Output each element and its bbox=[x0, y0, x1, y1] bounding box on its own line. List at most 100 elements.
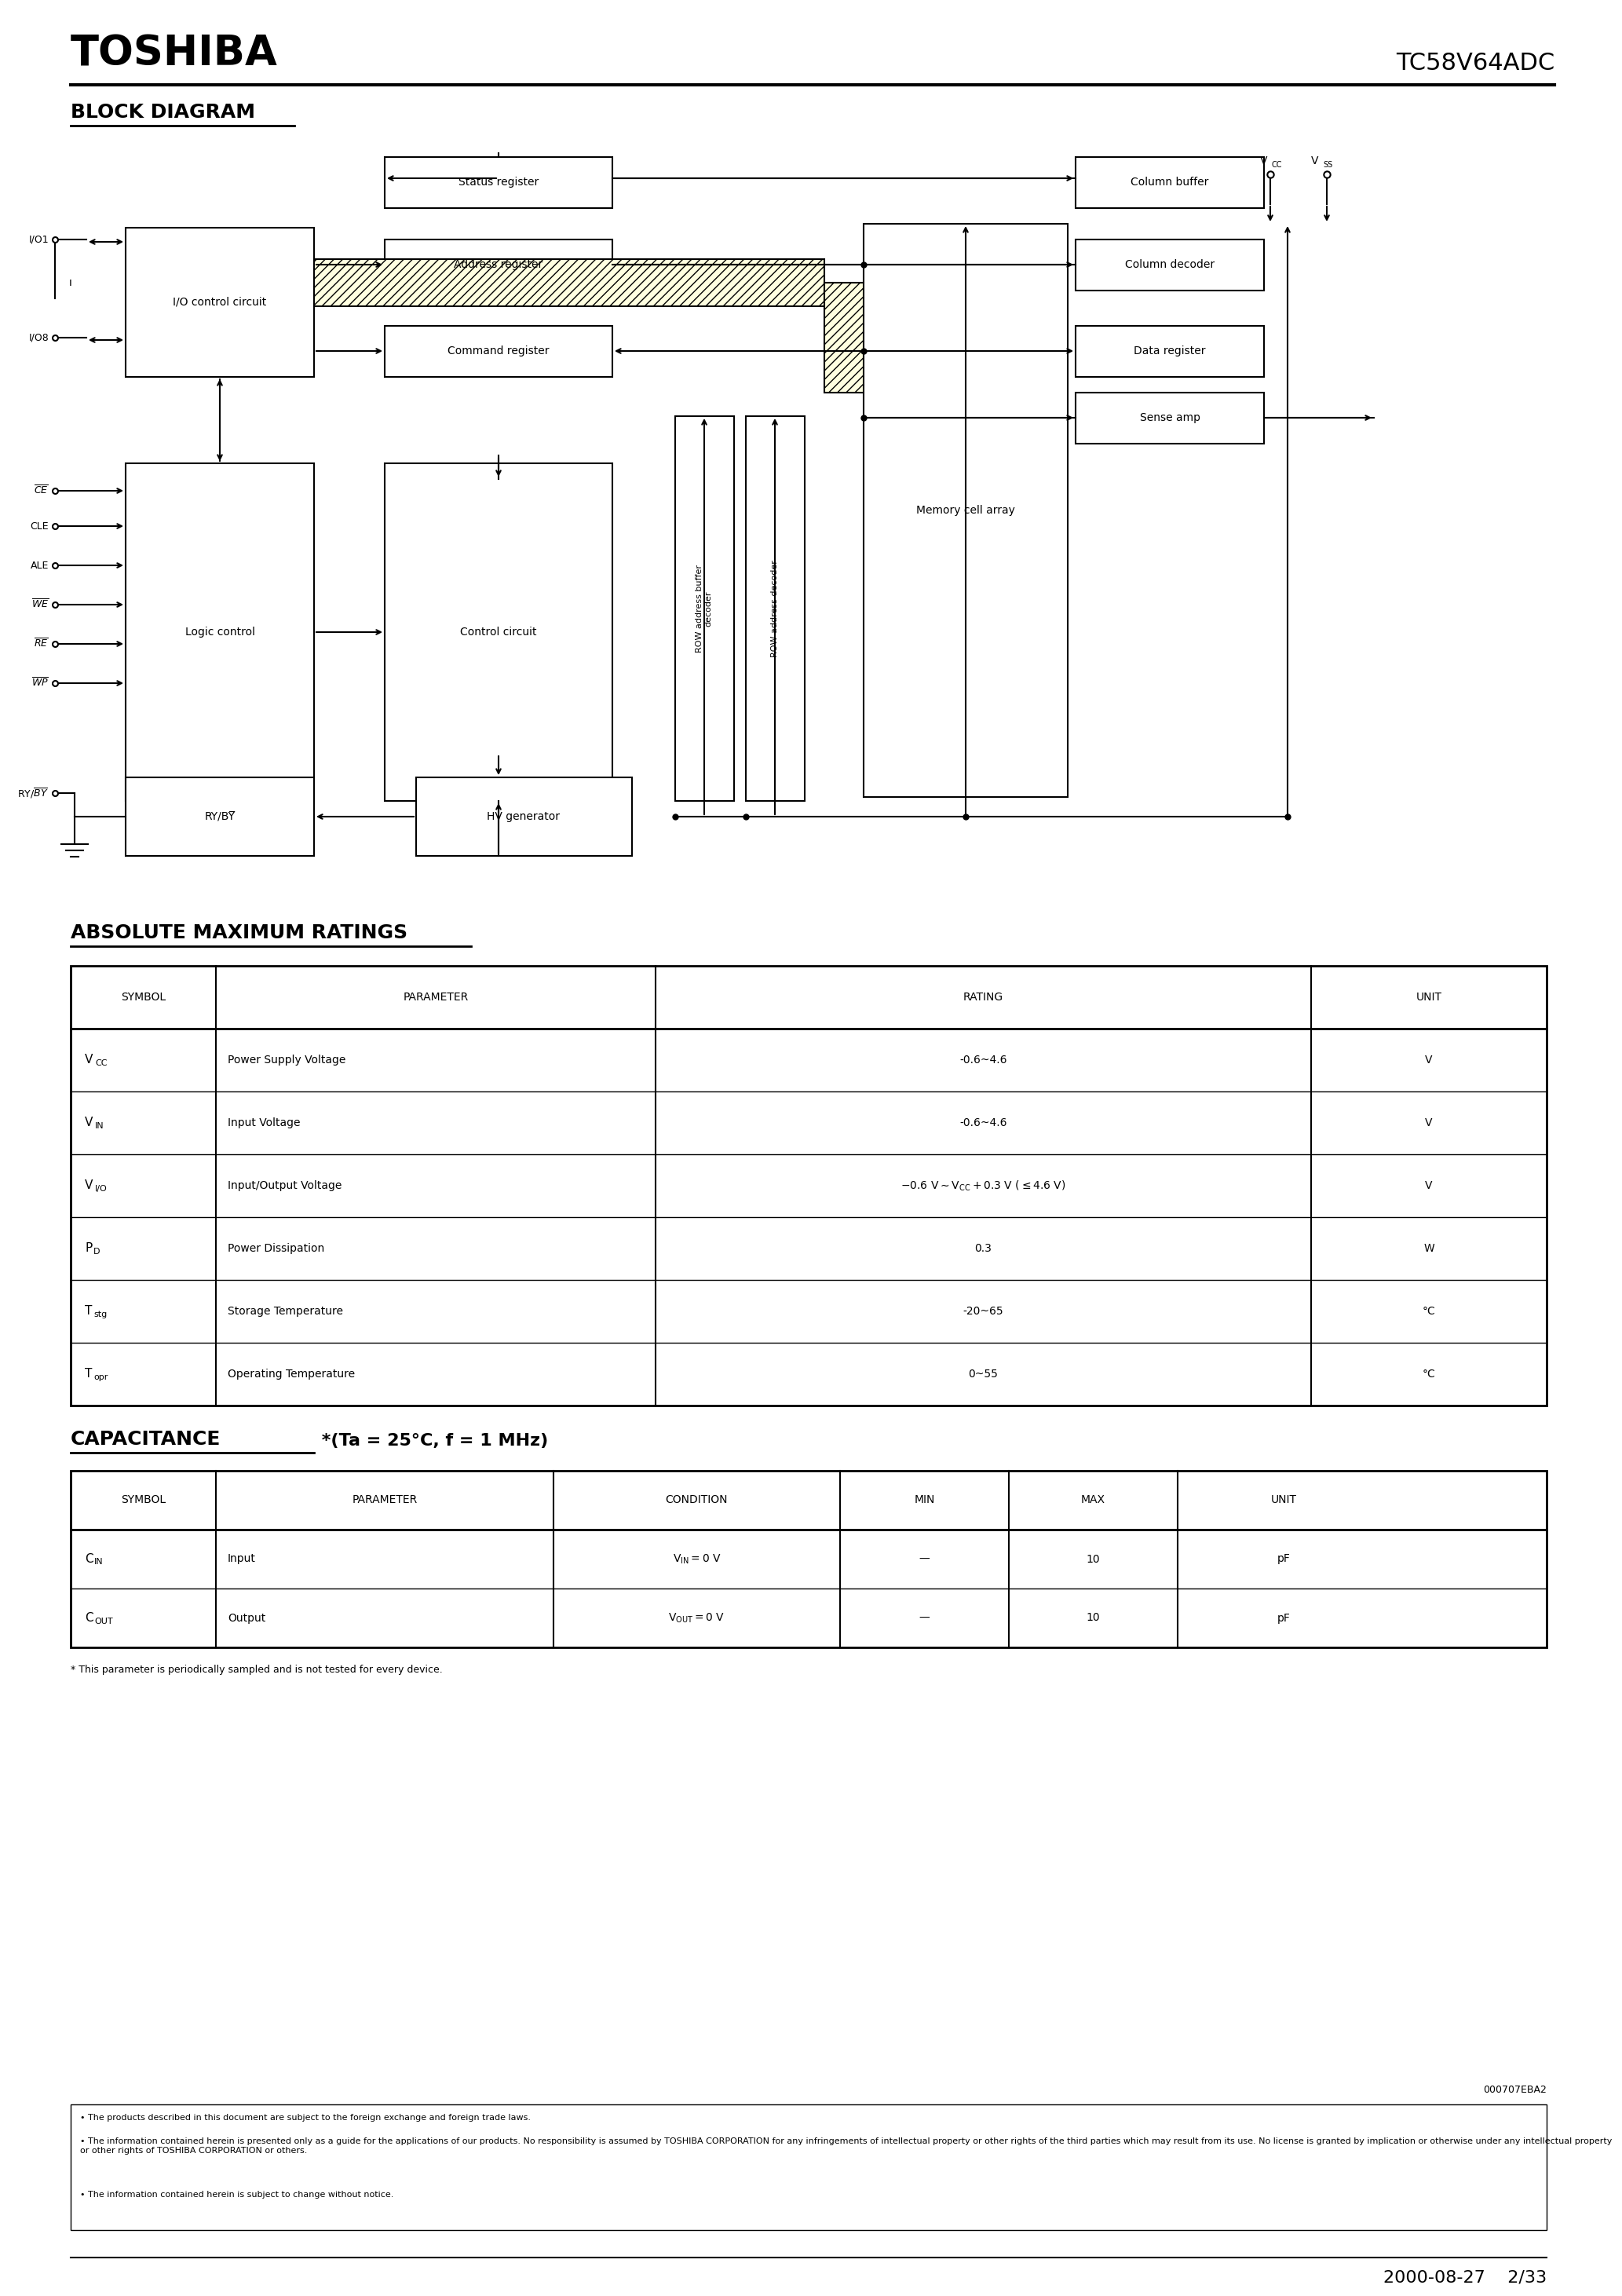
Text: Control circuit: Control circuit bbox=[461, 627, 537, 638]
Text: T: T bbox=[84, 1306, 92, 1318]
Text: Operating Temperature: Operating Temperature bbox=[227, 1368, 355, 1380]
Text: V: V bbox=[1260, 156, 1267, 168]
Text: 2000-08-27    2/33: 2000-08-27 2/33 bbox=[1384, 2268, 1547, 2285]
Bar bbox=[863, 223, 1067, 797]
Text: $\mathrm{V_{OUT}}=0\ \mathrm{V}$: $\mathrm{V_{OUT}}=0\ \mathrm{V}$ bbox=[668, 1612, 725, 1623]
Text: V: V bbox=[84, 1180, 92, 1192]
Text: * This parameter is periodically sampled and is not tested for every device.: * This parameter is periodically sampled… bbox=[71, 1665, 443, 1674]
Text: ROW address buffer
decoder: ROW address buffer decoder bbox=[696, 565, 712, 652]
Text: PARAMETER: PARAMETER bbox=[352, 1495, 417, 1506]
Bar bbox=[1075, 326, 1264, 377]
Text: 0.3: 0.3 bbox=[975, 1242, 993, 1254]
Text: opr: opr bbox=[94, 1373, 107, 1382]
Text: $\mathrm{V_{IN}}=0\ \mathrm{V}$: $\mathrm{V_{IN}}=0\ \mathrm{V}$ bbox=[673, 1552, 722, 1566]
Bar bbox=[384, 239, 613, 292]
Text: RATING: RATING bbox=[963, 992, 1004, 1003]
Text: pF: pF bbox=[1277, 1554, 1289, 1564]
Text: 10: 10 bbox=[1087, 1554, 1100, 1564]
Text: HV generator: HV generator bbox=[487, 810, 560, 822]
Text: C: C bbox=[84, 1552, 92, 1566]
Bar bbox=[125, 227, 315, 377]
Text: -20~65: -20~65 bbox=[963, 1306, 1004, 1318]
Text: CC: CC bbox=[96, 1058, 107, 1068]
Bar bbox=[384, 156, 613, 209]
Text: T: T bbox=[84, 1368, 92, 1380]
Bar bbox=[1075, 393, 1264, 443]
Text: 10: 10 bbox=[1087, 1612, 1100, 1623]
Text: Input Voltage: Input Voltage bbox=[227, 1118, 300, 1127]
Text: $-0.6\ \mathrm{V}{\sim}\mathrm{V_{CC}}+0.3\ \mathrm{V}\ (\leq4.6\ \mathrm{V})$: $-0.6\ \mathrm{V}{\sim}\mathrm{V_{CC}}+0… bbox=[900, 1178, 1066, 1192]
Bar bbox=[71, 2105, 1547, 2229]
Text: V: V bbox=[1426, 1054, 1432, 1065]
Text: SYMBOL: SYMBOL bbox=[122, 992, 165, 1003]
Bar bbox=[125, 778, 315, 856]
Bar bbox=[1075, 156, 1264, 209]
Text: IN: IN bbox=[94, 1559, 104, 1566]
Text: Sense amp: Sense amp bbox=[1140, 413, 1200, 422]
Text: IN: IN bbox=[96, 1123, 104, 1130]
Text: ROW address decoder: ROW address decoder bbox=[770, 560, 779, 657]
Text: Column buffer: Column buffer bbox=[1131, 177, 1208, 188]
Text: Address register: Address register bbox=[454, 259, 543, 271]
Text: MAX: MAX bbox=[1082, 1495, 1106, 1506]
Text: V: V bbox=[1311, 156, 1319, 168]
Bar bbox=[71, 967, 1547, 1405]
Text: I/O: I/O bbox=[96, 1185, 107, 1192]
Bar bbox=[71, 1472, 1547, 1649]
Text: $\overline{WE}$: $\overline{WE}$ bbox=[31, 599, 49, 611]
Text: ı: ı bbox=[70, 278, 73, 289]
Bar bbox=[1075, 239, 1264, 292]
Text: $\overline{WP}$: $\overline{WP}$ bbox=[31, 677, 49, 689]
Text: °C: °C bbox=[1422, 1306, 1435, 1318]
Text: V: V bbox=[84, 1116, 92, 1130]
Text: Data register: Data register bbox=[1134, 344, 1205, 356]
Text: I/O8: I/O8 bbox=[29, 333, 49, 342]
Bar bbox=[315, 259, 824, 305]
Bar bbox=[384, 326, 613, 377]
Text: Output: Output bbox=[227, 1612, 266, 1623]
Text: Status register: Status register bbox=[459, 177, 539, 188]
Text: TOSHIBA: TOSHIBA bbox=[71, 34, 277, 73]
Bar bbox=[125, 464, 315, 801]
Text: MIN: MIN bbox=[915, 1495, 934, 1506]
Text: —: — bbox=[920, 1554, 929, 1564]
Text: PARAMETER: PARAMETER bbox=[402, 992, 469, 1003]
Text: stg: stg bbox=[94, 1311, 107, 1318]
Text: Memory cell array: Memory cell array bbox=[916, 505, 1015, 517]
Text: Column decoder: Column decoder bbox=[1126, 259, 1215, 271]
Text: UNIT: UNIT bbox=[1270, 1495, 1296, 1506]
Bar bbox=[675, 416, 735, 801]
Text: P: P bbox=[84, 1242, 92, 1254]
Text: *(Ta = 25°C, f = 1 MHz): *(Ta = 25°C, f = 1 MHz) bbox=[316, 1433, 548, 1449]
Text: Logic control: Logic control bbox=[185, 627, 255, 638]
Text: OUT: OUT bbox=[94, 1616, 114, 1626]
Text: C: C bbox=[84, 1612, 92, 1623]
Text: Power Supply Voltage: Power Supply Voltage bbox=[227, 1054, 345, 1065]
Text: CONDITION: CONDITION bbox=[665, 1495, 728, 1506]
Text: ABSOLUTE MAXIMUM RATINGS: ABSOLUTE MAXIMUM RATINGS bbox=[71, 923, 407, 941]
Text: BLOCK DIAGRAM: BLOCK DIAGRAM bbox=[71, 103, 255, 122]
Text: $\overline{RE}$: $\overline{RE}$ bbox=[34, 638, 49, 650]
Text: • The information contained herein is presented only as a guide for the applicat: • The information contained herein is pr… bbox=[79, 2138, 1612, 2154]
Text: I/O1: I/O1 bbox=[29, 234, 49, 246]
Bar bbox=[417, 778, 633, 856]
Text: • The information contained herein is subject to change without notice.: • The information contained herein is su… bbox=[79, 2190, 394, 2200]
Text: CLE: CLE bbox=[31, 521, 49, 530]
Text: Power Dissipation: Power Dissipation bbox=[227, 1242, 324, 1254]
Text: Storage Temperature: Storage Temperature bbox=[227, 1306, 344, 1318]
Text: Command register: Command register bbox=[448, 344, 550, 356]
Text: RY/$\overline{BY}$: RY/$\overline{BY}$ bbox=[18, 785, 49, 799]
Text: 0~55: 0~55 bbox=[968, 1368, 998, 1380]
Text: Input/Output Voltage: Input/Output Voltage bbox=[227, 1180, 342, 1192]
Text: RY/BY̅: RY/BY̅ bbox=[204, 810, 235, 822]
Bar bbox=[824, 282, 887, 393]
Text: °C: °C bbox=[1422, 1368, 1435, 1380]
Text: • The products described in this document are subject to the foreign exchange an: • The products described in this documen… bbox=[79, 2115, 530, 2122]
Text: SS: SS bbox=[1324, 161, 1333, 170]
Text: CAPACITANCE: CAPACITANCE bbox=[71, 1430, 221, 1449]
Text: UNIT: UNIT bbox=[1416, 992, 1442, 1003]
Text: SYMBOL: SYMBOL bbox=[122, 1495, 165, 1506]
Bar bbox=[384, 464, 613, 801]
Text: —: — bbox=[920, 1612, 929, 1623]
Text: W: W bbox=[1424, 1242, 1434, 1254]
